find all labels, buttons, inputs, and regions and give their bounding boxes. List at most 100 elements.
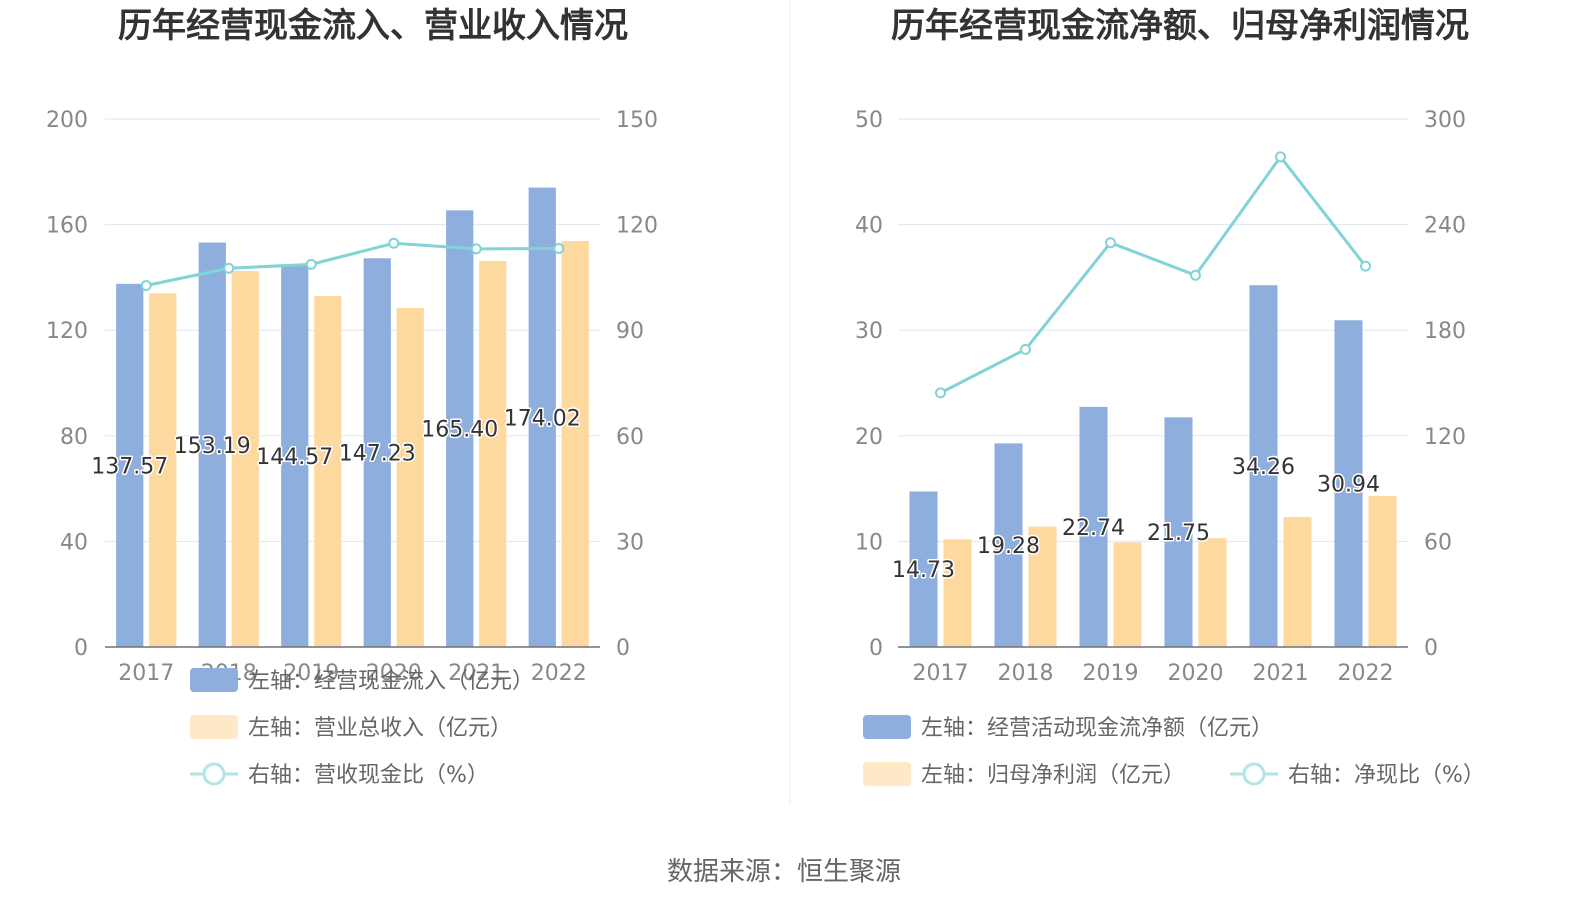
y-left-tick-label: 40	[60, 530, 88, 555]
legend-swatch	[863, 762, 911, 786]
y-left-tick-label: 160	[46, 214, 88, 239]
x-tick-label-2020: 2020	[1168, 661, 1224, 686]
data-label-cash-inflow-2021: 165.40	[421, 418, 498, 443]
legend-label: 左轴：营业总收入（亿元）	[248, 716, 512, 741]
legend-circle-icon	[1242, 762, 1266, 786]
bar-cash-inflow-2019	[281, 265, 309, 647]
legend-item-net-cash-ratio[interactable]: 右轴：净现比（%）	[1230, 762, 1485, 788]
data-label-cash-inflow-2022: 174.02	[504, 406, 581, 431]
line-point-cash-to-revenue-ratio-2019	[305, 258, 317, 270]
bar-cash-inflow-2020	[363, 258, 391, 647]
y-left-tick-label: 0	[74, 636, 88, 661]
bar-total-revenue-2019	[314, 295, 342, 647]
chart-cash-inflow-revenue: 历年经营现金流入、营业收入情况 0 40 80 120 160 200 0 30 60 90 120 1…	[46, 6, 658, 788]
bar-net-profit-attributable-2019	[1113, 542, 1142, 647]
line-point-net-cash-ratio-2017	[935, 387, 946, 399]
y-right-tick-label: 120	[616, 214, 658, 239]
data-label-cash-inflow-2019: 144.57	[256, 445, 333, 470]
y-right-tick-label: 0	[616, 636, 630, 661]
y-left-tick-label: 0	[869, 636, 883, 661]
legend-item-net-profit-attributable[interactable]: 左轴：归母净利润（亿元）	[863, 762, 1185, 788]
x-tick-label-2017: 2017	[913, 661, 969, 686]
legend-label: 右轴：净现比（%）	[1288, 763, 1485, 788]
bar-total-revenue-2020	[396, 308, 424, 647]
y-right-tick-label: 30	[616, 530, 644, 555]
x-tick-label-2017: 2017	[118, 661, 174, 686]
y-right-tick-label: 60	[616, 425, 644, 450]
y-left-tick-label: 20	[855, 425, 883, 450]
line-point-net-cash-ratio-2022	[1360, 260, 1371, 272]
line-point-net-cash-ratio-2019	[1105, 237, 1116, 249]
y-left-tick-label: 40	[855, 214, 883, 239]
chart-net-cash-flow-profit: 历年经营现金流净额、归母净利润情况 0 10 20 30 40 50 0 60 120 180 240…	[855, 6, 1485, 788]
bar-net-profit-attributable-2021	[1283, 517, 1312, 647]
data-label-net-operating-cash-flow-2022: 30.94	[1317, 473, 1380, 498]
y-right-tick-label: 0	[1424, 636, 1438, 661]
bar-net-operating-cash-flow-2019	[1079, 406, 1108, 647]
bar-cash-inflow-2022	[528, 187, 556, 647]
data-label-net-operating-cash-flow-2019: 22.74	[1062, 516, 1125, 541]
legend-line-icon	[190, 762, 238, 786]
bar-net-operating-cash-flow-2018	[994, 443, 1023, 647]
y-right-tick-label: 150	[616, 108, 658, 133]
x-tick-label-2021: 2021	[448, 661, 504, 686]
y-left-tick-label: 30	[855, 319, 883, 344]
x-tick-label-2019: 2019	[1083, 661, 1139, 686]
data-label-cash-inflow-2020: 147.23	[339, 442, 416, 467]
y-right-tick-label: 60	[1424, 530, 1452, 555]
line-point-cash-to-revenue-ratio-2018	[223, 262, 235, 274]
bar-total-revenue-2021	[479, 261, 507, 647]
legend-item-total-revenue[interactable]: 左轴：营业总收入（亿元）	[190, 715, 512, 741]
data-label-net-operating-cash-flow-2018: 19.28	[977, 534, 1040, 559]
legend-item-net-operating-cash-flow[interactable]: 左轴：经营活动现金流净额（亿元）	[863, 715, 1273, 741]
line-point-cash-to-revenue-ratio-2020	[388, 237, 400, 249]
line-point-cash-to-revenue-ratio-2021	[470, 243, 482, 255]
bar-cash-inflow-2021	[446, 210, 474, 647]
bar-net-operating-cash-flow-2022	[1334, 320, 1363, 647]
x-tick-label-2022: 2022	[531, 661, 587, 686]
y-right-tick-label: 240	[1424, 214, 1466, 239]
legend-label: 右轴：营收现金比（%）	[248, 763, 489, 788]
line-point-net-cash-ratio-2018	[1020, 343, 1031, 355]
bar-net-operating-cash-flow-2021	[1249, 285, 1278, 647]
legend-label: 左轴：归母净利润（亿元）	[921, 763, 1185, 788]
bar-total-revenue-2018	[231, 271, 259, 647]
line-point-net-cash-ratio-2020	[1190, 269, 1201, 281]
legend-swatch	[190, 668, 238, 692]
line-point-cash-to-revenue-ratio-2022	[553, 243, 565, 255]
y-left-tick-label: 120	[46, 319, 88, 344]
y-right-tick-label: 180	[1424, 319, 1466, 344]
legend-item-cash-inflow[interactable]: 左轴：经营现金流入（亿元）	[190, 668, 534, 694]
y-left-tick-label: 80	[60, 425, 88, 450]
y-left-tick-label: 200	[46, 108, 88, 133]
bar-net-profit-attributable-2022	[1368, 495, 1397, 647]
legend-label: 左轴：经营活动现金流净额（亿元）	[921, 716, 1273, 741]
data-label-cash-inflow-2017: 137.57	[91, 454, 168, 479]
data-label-net-operating-cash-flow-2020: 21.75	[1147, 521, 1210, 546]
x-tick-label-2021: 2021	[1253, 661, 1309, 686]
bar-net-profit-attributable-2018	[1028, 526, 1057, 647]
bar-total-revenue-2017	[149, 293, 177, 647]
bar-net-profit-attributable-2017	[943, 539, 972, 647]
legend-swatch	[190, 715, 238, 739]
chart-title: 历年经营现金流入、营业收入情况	[118, 6, 628, 46]
line-net-cash-ratio	[939, 155, 1367, 395]
bar-net-profit-attributable-2020	[1198, 538, 1227, 647]
legend-swatch	[863, 715, 911, 739]
bar-net-operating-cash-flow-2017	[909, 491, 938, 647]
bar-cash-inflow-2017	[116, 283, 144, 647]
bar-total-revenue-2022	[561, 240, 589, 647]
chart-title: 历年经营现金流净额、归母净利润情况	[891, 6, 1469, 46]
x-tick-label-2022: 2022	[1338, 661, 1394, 686]
legend-item-cash-to-revenue-ratio[interactable]: 右轴：营收现金比（%）	[190, 762, 489, 788]
data-source-note: 数据来源：恒生聚源	[667, 857, 901, 887]
x-tick-label-2018: 2018	[998, 661, 1054, 686]
data-label-cash-inflow-2018: 153.19	[174, 434, 251, 459]
line-point-cash-to-revenue-ratio-2017	[140, 279, 152, 291]
bar-net-operating-cash-flow-2020	[1164, 417, 1193, 647]
bar-cash-inflow-2018	[198, 242, 226, 647]
data-label-net-operating-cash-flow-2017: 14.73	[892, 558, 955, 583]
x-tick-label-2019: 2019	[283, 661, 339, 686]
